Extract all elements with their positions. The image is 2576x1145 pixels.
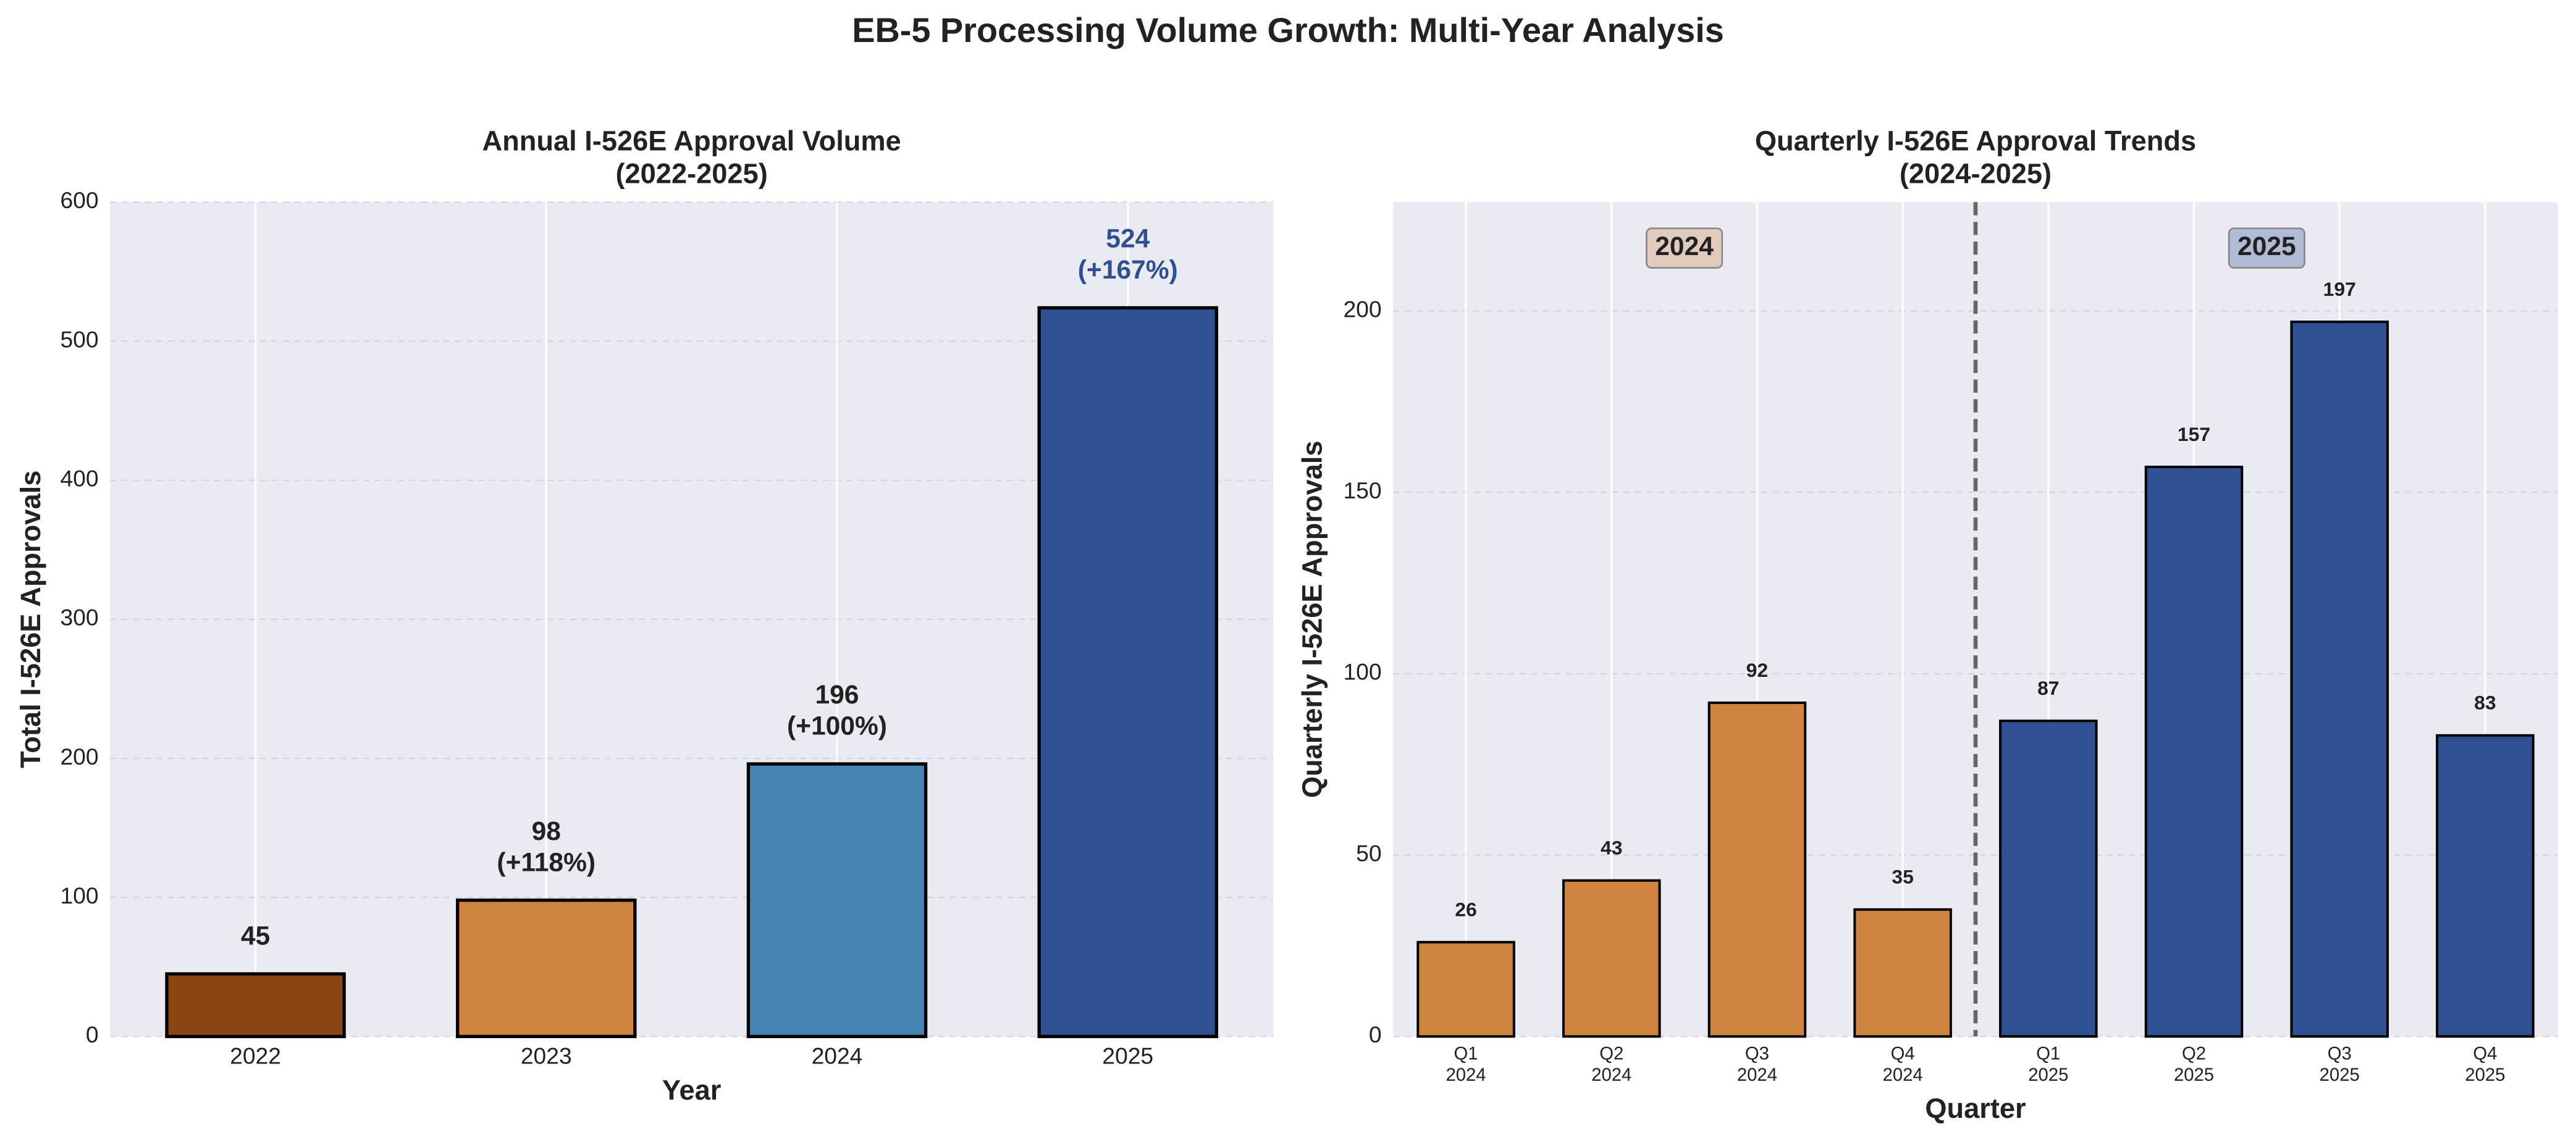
chart-title: (2024-2025) — [1900, 158, 2052, 190]
bar — [2290, 321, 2389, 1038]
x-tick-label: 2022 — [230, 1043, 281, 1069]
x-tick-label: Q1 — [1454, 1044, 1478, 1063]
x-tick-label: 2025 — [2465, 1065, 2505, 1085]
x-tick-label: 2023 — [521, 1043, 572, 1069]
growth-label: (+100%) — [787, 711, 887, 741]
legend-label: 2024 — [1655, 232, 1714, 261]
x-tick-label: 2025 — [2320, 1065, 2360, 1085]
x-tick-label: Q2 — [2182, 1044, 2206, 1063]
value-label: 26 — [1455, 898, 1477, 920]
x-tick-label: 2024 — [812, 1043, 863, 1069]
bar — [1416, 941, 1515, 1038]
bar — [1562, 879, 1661, 1038]
x-axis-label: Year — [662, 1075, 722, 1106]
y-tick-label: 100 — [1343, 659, 1381, 685]
value-label: 524 — [1106, 224, 1150, 254]
x-tick-label: 2024 — [1591, 1065, 1631, 1085]
growth-label: (+167%) — [1078, 255, 1178, 285]
y-tick-label: 150 — [1343, 477, 1381, 503]
y-tick-label: 100 — [60, 883, 98, 908]
bar — [2144, 466, 2244, 1038]
x-tick-label: Q2 — [1599, 1044, 1623, 1063]
y-tick-label: 600 — [60, 187, 98, 213]
value-label: 87 — [2037, 677, 2060, 699]
value-label: 157 — [2178, 423, 2210, 445]
x-tick-label: Q4 — [2473, 1044, 2497, 1063]
y-tick-label: 200 — [1343, 296, 1381, 322]
group-label-box — [2228, 227, 2305, 269]
y-tick-label: 0 — [1369, 1021, 1382, 1047]
y-tick-label: 50 — [1356, 840, 1381, 866]
y-tick-label: 400 — [60, 465, 98, 491]
x-tick-label: 2025 — [1102, 1043, 1153, 1069]
group-label-box — [1646, 227, 1724, 269]
x-tick-label: Q1 — [2036, 1044, 2060, 1063]
chart-title: (2022-2025) — [615, 158, 767, 190]
bar — [1999, 719, 2098, 1038]
value-label: 35 — [1892, 866, 1913, 888]
value-label: 83 — [2474, 692, 2496, 714]
x-tick-label: 2024 — [1446, 1065, 1486, 1085]
x-tick-label: Q3 — [1745, 1044, 1769, 1063]
bar — [1707, 701, 1807, 1038]
y-tick-label: 500 — [60, 326, 98, 352]
legend-label: 2025 — [2237, 232, 2296, 261]
value-label: 196 — [815, 680, 859, 710]
y-tick-label: 300 — [60, 605, 98, 631]
y-axis-label: Total I-526E Approvals — [15, 471, 46, 768]
x-tick-label: 2024 — [1883, 1065, 1923, 1085]
bar — [1853, 908, 1952, 1038]
chart-title: Annual I-526E Approval Volume — [482, 125, 901, 156]
y-tick-label: 200 — [60, 744, 98, 770]
chart-title: Quarterly I-526E Approval Trends — [1755, 125, 2196, 156]
value-label: 197 — [2323, 278, 2356, 300]
bar — [1037, 306, 1218, 1038]
bar — [165, 972, 346, 1038]
x-tick-label: 2025 — [2028, 1065, 2068, 1085]
x-tick-label: Q3 — [2328, 1044, 2352, 1063]
bar — [2436, 734, 2535, 1038]
y-tick-label: 0 — [86, 1021, 99, 1047]
value-label: 98 — [532, 816, 561, 846]
bar — [456, 898, 637, 1038]
growth-label: (+118%) — [497, 847, 596, 877]
value-label: 43 — [1601, 837, 1623, 859]
y-axis-label: Quarterly I-526E Approvals — [1296, 440, 1328, 798]
value-label: 92 — [1746, 659, 1769, 681]
x-tick-label: 2024 — [1737, 1065, 1777, 1085]
x-axis-label: Quarter — [1925, 1093, 2026, 1124]
figure-title: EB-5 Processing Volume Growth: Multi-Yea… — [852, 10, 1724, 49]
bar — [746, 762, 928, 1038]
x-tick-label: 2025 — [2174, 1065, 2214, 1085]
value-label: 45 — [241, 921, 270, 951]
x-tick-label: Q4 — [1891, 1044, 1915, 1063]
